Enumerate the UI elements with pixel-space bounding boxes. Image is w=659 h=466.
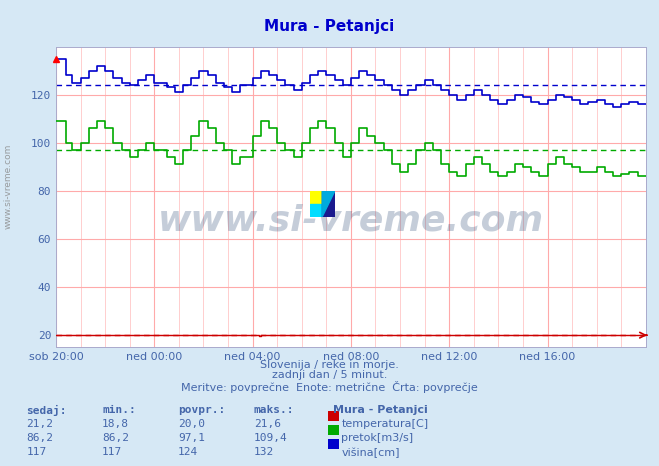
Text: zadnji dan / 5 minut.: zadnji dan / 5 minut. <box>272 370 387 380</box>
Bar <box>310 204 322 217</box>
Polygon shape <box>322 191 335 217</box>
Text: Slovenija / reke in morje.: Slovenija / reke in morje. <box>260 360 399 370</box>
Text: 117: 117 <box>102 447 123 457</box>
Text: Mura - Petanjci: Mura - Petanjci <box>333 405 428 415</box>
Polygon shape <box>322 191 335 217</box>
Text: 132: 132 <box>254 447 274 457</box>
Text: Meritve: povprečne  Enote: metrične  Črta: povprečje: Meritve: povprečne Enote: metrične Črta:… <box>181 381 478 393</box>
Text: maks.:: maks.: <box>254 405 294 415</box>
Text: 21,2: 21,2 <box>26 419 53 429</box>
Text: 109,4: 109,4 <box>254 433 287 443</box>
Text: Mura - Petanjci: Mura - Petanjci <box>264 19 395 34</box>
Text: 124: 124 <box>178 447 198 457</box>
Text: 21,6: 21,6 <box>254 419 281 429</box>
Text: min.:: min.: <box>102 405 136 415</box>
Text: pretok[m3/s]: pretok[m3/s] <box>341 433 413 443</box>
Text: povpr.:: povpr.: <box>178 405 225 415</box>
Text: višina[cm]: višina[cm] <box>341 447 400 458</box>
Text: sedaj:: sedaj: <box>26 405 67 417</box>
Text: www.si-vreme.com: www.si-vreme.com <box>158 204 544 238</box>
Text: 20,0: 20,0 <box>178 419 205 429</box>
Text: 86,2: 86,2 <box>102 433 129 443</box>
Text: 117: 117 <box>26 447 47 457</box>
Text: 97,1: 97,1 <box>178 433 205 443</box>
Text: temperatura[C]: temperatura[C] <box>341 419 428 429</box>
Text: 18,8: 18,8 <box>102 419 129 429</box>
Text: www.si-vreme.com: www.si-vreme.com <box>3 144 13 229</box>
Bar <box>310 191 322 204</box>
Text: 86,2: 86,2 <box>26 433 53 443</box>
